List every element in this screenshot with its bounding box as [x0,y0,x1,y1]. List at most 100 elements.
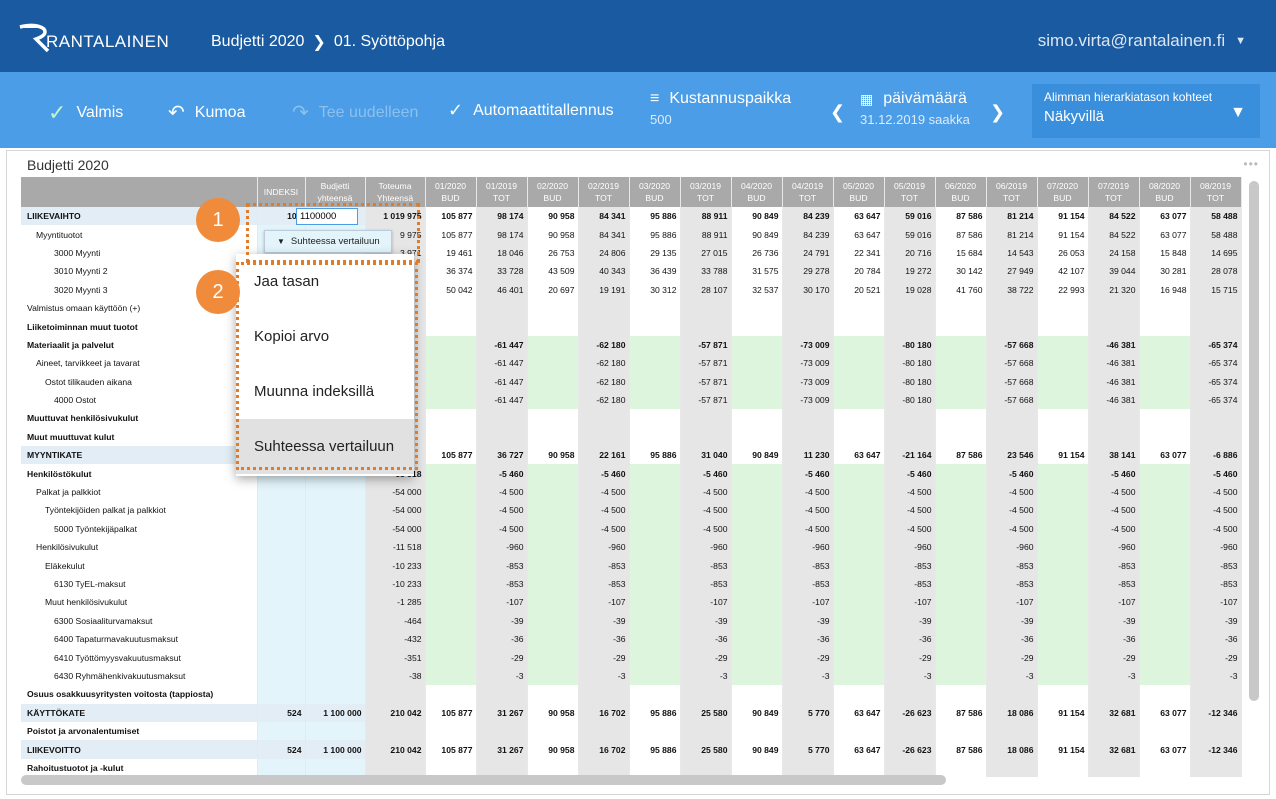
table-cell[interactable]: -960 [1190,538,1242,557]
table-cell[interactable]: 28 078 [1190,262,1242,281]
table-cell[interactable]: -3 [680,666,732,686]
table-cell[interactable] [425,372,477,391]
table-cell[interactable] [257,556,306,575]
table-cell[interactable]: 30 142 [935,262,987,281]
table-cell[interactable]: 59 016 [884,207,936,226]
table-cell[interactable]: -107 [782,593,834,612]
table-cell[interactable]: 22 341 [833,243,885,263]
table-cell[interactable]: 105 877 [425,703,477,722]
table-cell[interactable] [1139,556,1191,575]
table-cell[interactable]: 63 077 [1139,446,1191,465]
table-cell[interactable] [1139,666,1191,686]
table-cell[interactable]: -432 [365,629,426,649]
table-cell[interactable] [476,685,528,704]
table-cell[interactable]: 90 849 [731,207,783,226]
table-cell[interactable]: -39 [476,611,528,630]
table-cell[interactable]: -853 [1088,574,1140,594]
table-cell[interactable] [1139,335,1191,355]
table-cell[interactable]: -46 381 [1088,335,1140,355]
table-cell[interactable]: -4 500 [986,519,1038,539]
table-cell[interactable] [578,721,630,741]
table-cell[interactable]: -4 500 [1088,482,1140,502]
table-cell[interactable] [731,593,783,612]
table-cell[interactable] [1139,593,1191,612]
table-cell[interactable] [680,409,732,428]
table-cell[interactable]: -960 [476,538,528,557]
table-cell[interactable] [1088,298,1140,318]
table-cell[interactable]: 26 736 [731,243,783,263]
table-cell[interactable]: 16 702 [578,740,630,759]
table-cell[interactable] [305,593,366,612]
table-cell[interactable] [425,427,477,447]
table-cell[interactable] [731,372,783,391]
table-cell[interactable]: 36 374 [425,262,477,281]
table-cell[interactable] [833,501,885,520]
table-cell[interactable]: 42 107 [1037,262,1089,281]
table-cell[interactable]: -57 668 [986,335,1038,355]
table-cell[interactable] [527,666,579,686]
table-cell[interactable]: -36 [476,629,528,649]
table-cell[interactable]: 90 958 [527,446,579,465]
table-cell[interactable]: -62 180 [578,354,630,373]
table-cell[interactable]: -5 460 [986,464,1038,483]
table-cell[interactable]: 32 681 [1088,703,1140,722]
table-cell[interactable]: 32 537 [731,280,783,299]
table-cell[interactable]: 41 760 [935,280,987,299]
table-cell[interactable]: -4 500 [782,519,834,539]
table-cell[interactable]: 33 788 [680,262,732,281]
vertical-scrollbar[interactable] [1249,181,1259,701]
table-cell[interactable]: -853 [1190,574,1242,594]
table-cell[interactable]: 87 586 [935,225,987,244]
table-cell[interactable] [731,409,783,428]
table-cell[interactable]: 11 230 [782,446,834,465]
table-cell[interactable] [986,298,1038,318]
table-cell[interactable] [578,409,630,428]
table-cell[interactable]: 58 488 [1190,207,1242,226]
table-cell[interactable] [1088,317,1140,336]
table-cell[interactable]: 40 343 [578,262,630,281]
table-cell[interactable] [833,372,885,391]
table-cell[interactable]: -3 [986,666,1038,686]
table-cell[interactable] [833,611,885,630]
table-cell[interactable]: 18 046 [476,243,528,263]
table-cell[interactable]: -65 374 [1190,354,1242,373]
table-cell[interactable] [1037,501,1089,520]
table-cell[interactable] [884,298,936,318]
table-cell[interactable] [425,390,477,410]
table-cell[interactable] [425,354,477,373]
table-cell[interactable] [305,629,366,649]
table-cell[interactable]: -853 [782,556,834,575]
table-cell[interactable]: 28 107 [680,280,732,299]
table-cell[interactable]: -4 500 [884,482,936,502]
table-cell[interactable] [257,519,306,539]
table-cell[interactable]: -61 447 [476,390,528,410]
table-cell[interactable]: -4 500 [476,482,528,502]
table-cell[interactable] [986,409,1038,428]
table-cell[interactable]: 29 135 [629,243,681,263]
table-cell[interactable]: 26 053 [1037,243,1089,263]
table-cell[interactable] [833,482,885,502]
table-cell[interactable] [305,574,366,594]
table-cell[interactable]: -4 500 [578,501,630,520]
table-cell[interactable]: -65 374 [1190,372,1242,391]
table-cell[interactable] [425,574,477,594]
table-cell[interactable]: -39 [884,611,936,630]
table-cell[interactable]: -29 [986,648,1038,667]
table-cell[interactable] [731,354,783,373]
table-cell[interactable] [257,666,306,686]
table-cell[interactable] [425,758,477,778]
table-cell[interactable] [986,317,1038,336]
table-cell[interactable] [1037,317,1089,336]
table-cell[interactable] [833,648,885,667]
table-cell[interactable]: 98 174 [476,207,528,226]
table-cell[interactable]: -73 009 [782,390,834,410]
table-cell[interactable] [476,758,528,778]
table-cell[interactable] [578,427,630,447]
table-cell[interactable]: -10 233 [365,556,426,575]
table-cell[interactable] [425,666,477,686]
table-cell[interactable]: -853 [1088,556,1140,575]
table-cell[interactable]: 87 586 [935,446,987,465]
table-cell[interactable]: -960 [1088,538,1140,557]
table-cell[interactable]: -65 374 [1190,390,1242,410]
table-cell[interactable]: 19 191 [578,280,630,299]
